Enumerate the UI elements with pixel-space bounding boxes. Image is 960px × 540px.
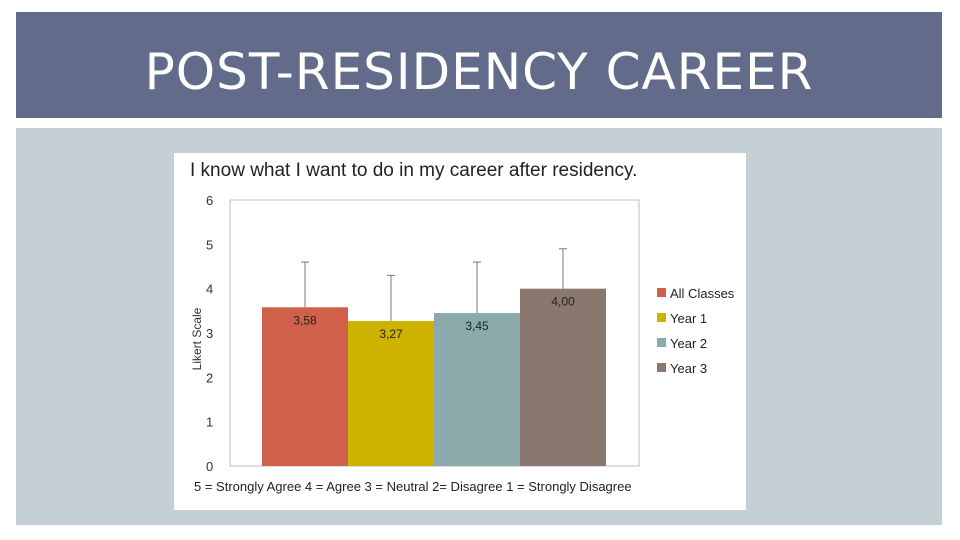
y-tick-label: 2: [206, 370, 213, 385]
legend-swatch: [657, 288, 666, 297]
scale-caption: 5 = Strongly Agree 4 = Agree 3 = Neutral…: [194, 479, 632, 494]
legend-swatch: [657, 338, 666, 347]
legend-label: Year 1: [670, 311, 707, 326]
data-label: 3,27: [379, 327, 403, 341]
slide-title: POST-RESIDENCY CAREER: [144, 43, 814, 101]
bar: [348, 321, 434, 466]
bar: [262, 307, 348, 466]
chart-card: I know what I want to do in my career af…: [174, 153, 746, 510]
y-tick-label: 6: [206, 193, 213, 208]
bar: [434, 313, 520, 466]
bar: [520, 288, 606, 466]
y-tick-label: 1: [206, 415, 213, 430]
legend-swatch: [657, 313, 666, 322]
chart-title: I know what I want to do in my career af…: [190, 160, 638, 181]
bar-chart: 0 1 2 3 4 5 6 Likert Scale 3,58 3,27 3,45 4,00 All C…: [190, 193, 735, 474]
data-label: 3,45: [465, 319, 489, 333]
data-label: 4,00: [551, 295, 575, 309]
y-axis-label: Likert Scale: [190, 307, 204, 370]
y-tick-label: 0: [206, 459, 213, 474]
title-banner: POST-RESIDENCY CAREER: [16, 12, 942, 118]
legend-swatch: [657, 363, 666, 372]
data-label: 3,58: [293, 313, 317, 327]
legend-label: Year 2: [670, 336, 707, 351]
legend-label: All Classes: [670, 286, 735, 301]
y-tick-label: 4: [206, 282, 213, 297]
y-tick-label: 5: [206, 237, 213, 252]
y-tick-label: 3: [206, 326, 213, 341]
legend-label: Year 3: [670, 361, 707, 376]
